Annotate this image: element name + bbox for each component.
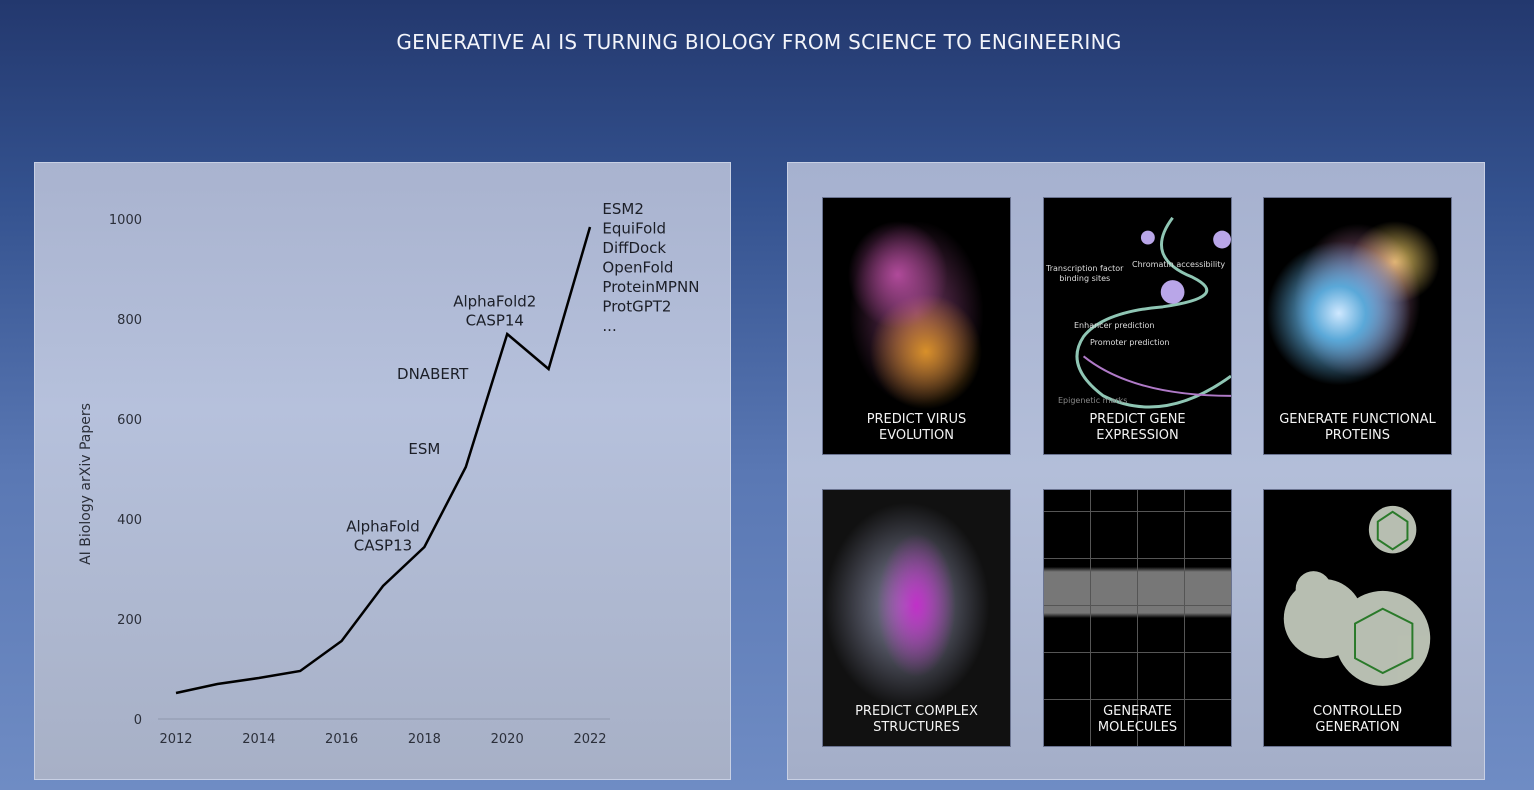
y-tick-label: 1000 (109, 213, 142, 228)
controlled-molecule-image (1283, 505, 1431, 686)
annotation-label: ... (602, 317, 616, 335)
caption-enhancer: Enhancer prediction (1074, 321, 1155, 330)
virus-heatmap-image (823, 198, 1010, 454)
caption-tf-binding: Transcription factor binding sites (1046, 264, 1124, 283)
annotation-label: OpenFold (602, 259, 673, 277)
annotation-label: ProteinMPNN (602, 278, 699, 296)
use-cases-panel: PREDICT VIRUS EVOLUTION Transcription fa… (787, 162, 1485, 780)
caption-epigenetic: Epigenetic marks (1058, 396, 1128, 405)
molecule-grid-image (1044, 490, 1231, 746)
y-tick-label: 800 (117, 313, 142, 328)
card-predict-virus-evolution: PREDICT VIRUS EVOLUTION (822, 197, 1011, 455)
card-label: GENERATE MOLECULES (1097, 704, 1178, 735)
annotation-label: CASP13 (354, 537, 412, 555)
x-tick-label: 2012 (159, 732, 192, 747)
y-tick-label: 400 (117, 513, 142, 528)
complex-structure-image (823, 490, 1010, 746)
card-predict-complex-structures: PREDICT COMPLEX STRUCTURES (822, 489, 1011, 747)
card-generate-molecules: GENERATE MOLECULES (1043, 489, 1232, 747)
x-tick-label: 2020 (491, 732, 524, 747)
slide-title: GENERATIVE AI IS TURNING BIOLOGY FROM SC… (396, 30, 1122, 54)
card-label: PREDICT VIRUS EVOLUTION (866, 412, 967, 443)
y-axis-label: AI Biology arXiv Papers (78, 403, 94, 565)
card-predict-gene-expression: Transcription factor binding sites Chrom… (1043, 197, 1232, 455)
annotation-label: DNABERT (397, 365, 469, 383)
card-label: PREDICT COMPLEX STRUCTURES (855, 704, 978, 735)
y-tick-label: 0 (134, 713, 142, 728)
annotation-label: ProtGPT2 (602, 298, 671, 316)
card-label: GENERATE FUNCTIONAL PROTEINS (1279, 412, 1436, 443)
x-tick-label: 2016 (325, 732, 358, 747)
annotation-label: ESM (408, 440, 440, 458)
annotation-label: DiffDock (602, 239, 666, 257)
card-label: PREDICT GENE EXPRESSION (1089, 412, 1186, 443)
x-tick-label: 2022 (573, 732, 606, 747)
caption-chromatin: Chromatin accessibility (1132, 260, 1226, 269)
y-tick-label: 600 (117, 413, 142, 428)
annotation-label: AlphaFold (346, 518, 420, 536)
card-generate-functional-proteins: GENERATE FUNCTIONAL PROTEINS (1263, 197, 1452, 455)
annotation-label: CASP14 (466, 312, 524, 330)
card-controlled-generation: CONTROLLED GENERATION (1263, 489, 1452, 747)
y-tick-label: 200 (117, 613, 142, 628)
protein-image (1264, 198, 1451, 454)
x-tick-label: 2018 (408, 732, 441, 747)
dna-illustration (1075, 216, 1231, 409)
line-chart: 0 200 400 600 800 1000 2012 2014 2016 2018 2020 202… (78, 200, 699, 747)
x-tick-label: 2014 (242, 732, 275, 747)
annotation-label: AlphaFold2 (453, 293, 536, 311)
caption-promoter: Promoter prediction (1090, 338, 1170, 347)
card-label: CONTROLLED GENERATION (1313, 704, 1402, 735)
annotation-label: ESM2 (602, 200, 643, 218)
annotation-label: EquiFold (602, 220, 666, 238)
chart-panel: 0 200 400 600 800 1000 2012 2014 2016 2018 2020 202… (34, 162, 731, 780)
